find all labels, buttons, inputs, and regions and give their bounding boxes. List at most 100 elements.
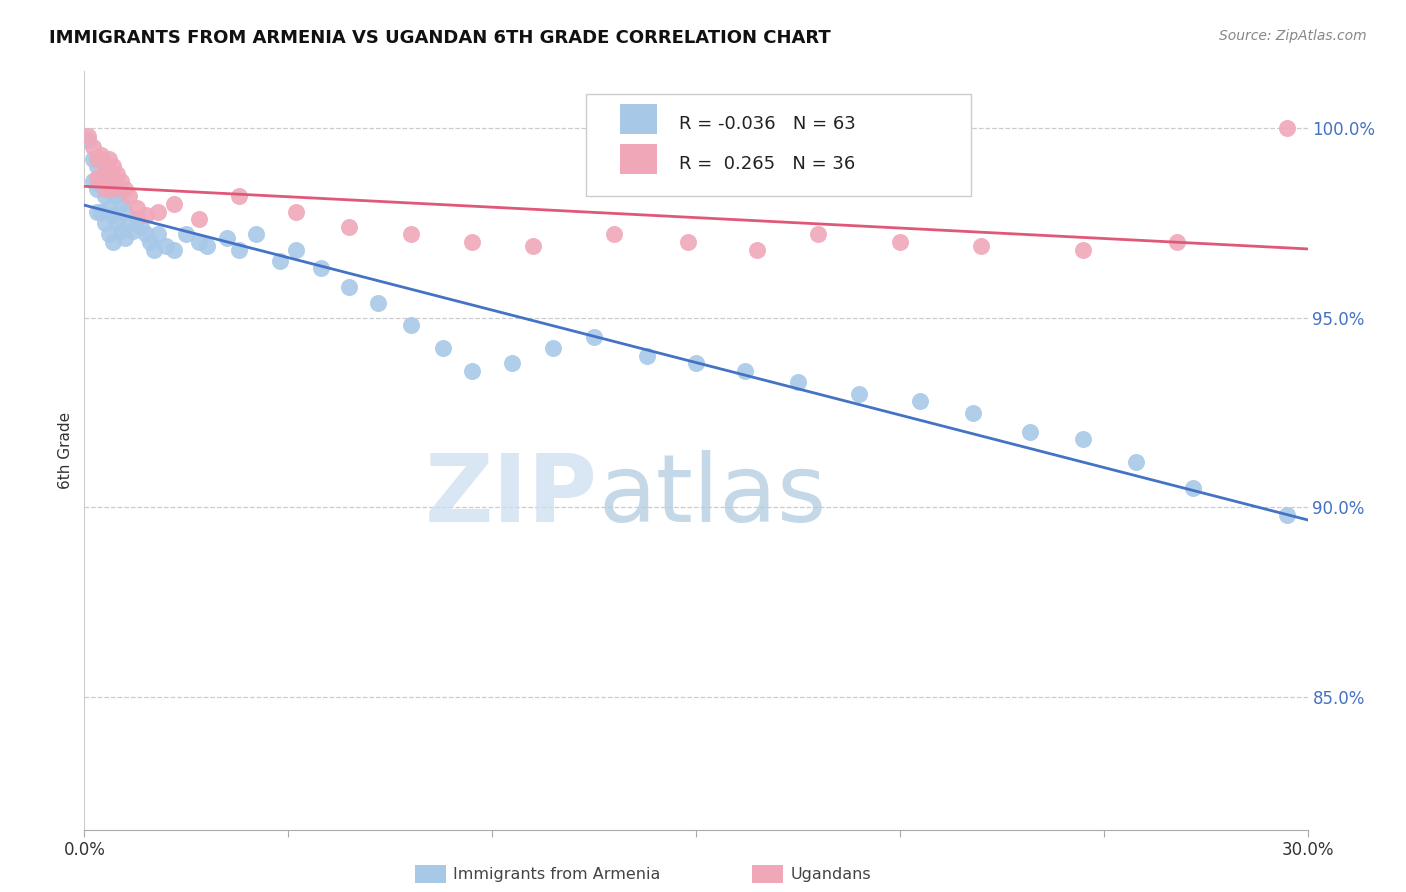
Text: IMMIGRANTS FROM ARMENIA VS UGANDAN 6TH GRADE CORRELATION CHART: IMMIGRANTS FROM ARMENIA VS UGANDAN 6TH G… <box>49 29 831 46</box>
Point <box>138 235 160 249</box>
Point <box>1182 481 1205 495</box>
Point <box>86 159 108 173</box>
Point <box>131 219 153 234</box>
Point <box>747 243 769 257</box>
Point <box>787 375 810 389</box>
Point <box>97 152 120 166</box>
Point <box>93 216 115 230</box>
Point <box>90 204 112 219</box>
Point <box>101 159 124 173</box>
Point <box>142 243 165 257</box>
FancyBboxPatch shape <box>586 95 972 196</box>
Point <box>1073 243 1095 257</box>
Point <box>101 235 124 249</box>
Point <box>461 235 484 249</box>
Point <box>461 364 484 378</box>
Point <box>93 159 115 173</box>
Point <box>636 349 658 363</box>
Point <box>910 394 932 409</box>
Point <box>187 212 209 227</box>
Point <box>339 280 361 294</box>
Point <box>97 174 120 188</box>
Point <box>127 201 149 215</box>
Point <box>82 140 104 154</box>
Point <box>118 189 141 203</box>
Point <box>122 223 145 237</box>
Point <box>110 223 132 237</box>
Point <box>97 178 120 192</box>
Point <box>110 174 132 188</box>
Point <box>82 174 104 188</box>
Point <box>245 227 267 242</box>
Point <box>1125 455 1147 469</box>
Point <box>1277 508 1299 522</box>
FancyBboxPatch shape <box>620 104 657 134</box>
Point <box>962 405 984 419</box>
Text: atlas: atlas <box>598 450 827 542</box>
Point <box>1277 121 1299 136</box>
Point <box>228 189 250 203</box>
Point <box>1166 235 1188 249</box>
Point <box>86 182 108 196</box>
Point <box>101 186 124 200</box>
Point <box>583 329 606 343</box>
Point <box>93 182 115 196</box>
Point <box>174 227 197 242</box>
Point <box>86 170 108 185</box>
Point <box>734 364 756 378</box>
Point <box>86 152 108 166</box>
Point <box>399 227 422 242</box>
Point <box>187 235 209 249</box>
Point <box>77 128 100 143</box>
Point <box>97 227 120 242</box>
Point <box>101 208 124 222</box>
Point <box>367 295 389 310</box>
Point <box>848 386 870 401</box>
Point <box>217 231 239 245</box>
Text: Ugandans: Ugandans <box>790 867 870 881</box>
Point <box>90 170 112 185</box>
Text: ZIP: ZIP <box>425 450 598 542</box>
Point <box>90 152 112 166</box>
Text: Immigrants from Armenia: Immigrants from Armenia <box>453 867 659 881</box>
Point <box>676 235 699 249</box>
FancyBboxPatch shape <box>620 145 657 174</box>
Point <box>163 243 186 257</box>
Point <box>399 318 422 333</box>
Point <box>1073 432 1095 446</box>
Point <box>114 204 136 219</box>
Point <box>146 227 169 242</box>
Point <box>807 227 830 242</box>
Point <box>432 341 454 355</box>
Point <box>1019 425 1042 439</box>
Point <box>114 231 136 245</box>
Point <box>269 253 291 268</box>
Point <box>127 212 149 227</box>
Point <box>82 152 104 166</box>
Point <box>118 216 141 230</box>
Point <box>970 238 993 252</box>
Point <box>163 197 186 211</box>
Point <box>309 261 332 276</box>
Point <box>97 201 120 215</box>
Y-axis label: 6th Grade: 6th Grade <box>58 412 73 489</box>
Point <box>543 341 565 355</box>
Point <box>110 197 132 211</box>
Point <box>522 238 544 252</box>
Point <box>105 167 128 181</box>
Point <box>685 356 707 370</box>
Point <box>339 219 361 234</box>
Point <box>114 182 136 196</box>
Text: Source: ZipAtlas.com: Source: ZipAtlas.com <box>1219 29 1367 43</box>
Point <box>889 235 911 249</box>
Point <box>228 243 250 257</box>
Point <box>101 182 124 196</box>
Point <box>195 238 218 252</box>
Text: R = -0.036   N = 63: R = -0.036 N = 63 <box>679 115 856 134</box>
Point <box>135 208 157 222</box>
Point <box>502 356 524 370</box>
Point <box>90 147 112 161</box>
Point <box>105 216 128 230</box>
Point <box>90 178 112 192</box>
Point <box>93 189 115 203</box>
